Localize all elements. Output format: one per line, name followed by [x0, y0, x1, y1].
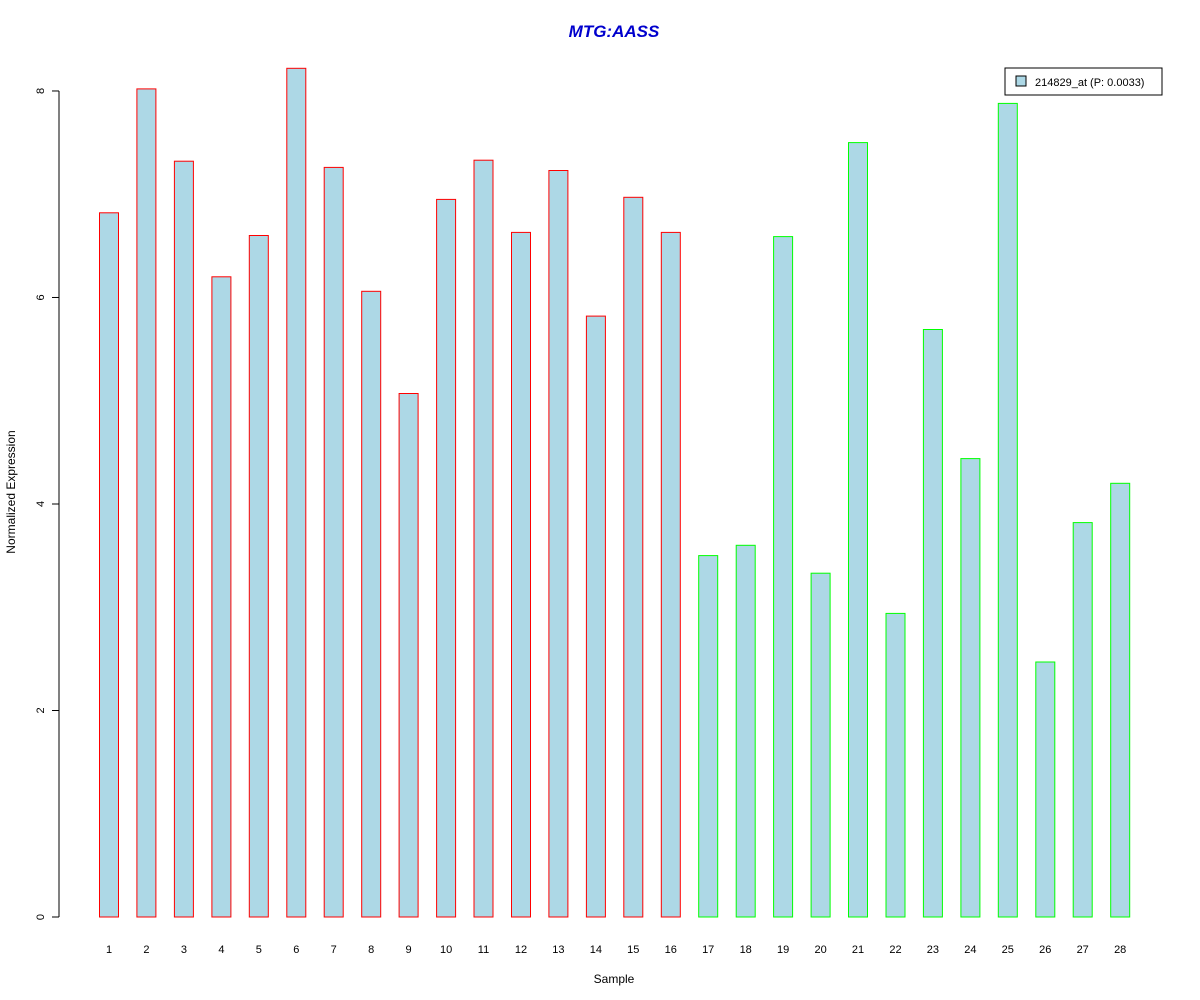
- bar-sample-18: [735, 544, 756, 918]
- x-tick-label: 9: [406, 944, 412, 956]
- x-tick-label: 21: [852, 944, 864, 956]
- legend-swatch: [1015, 75, 1027, 87]
- x-axis-tick-labels: 1 2 3 4 5 6 7 8 9 10 11 12 13 14 15 16 17 18 19 20 21 22 23 24 2…: [106, 944, 1126, 956]
- x-tick-label: 2: [143, 944, 149, 956]
- x-tick-label: 18: [740, 944, 752, 956]
- bar-sample-12: [511, 231, 531, 918]
- bar-sample-11: [473, 159, 494, 918]
- bar-sample-20: [810, 572, 831, 918]
- bar-sample-14: [585, 315, 606, 918]
- x-tick-label: 13: [552, 944, 564, 956]
- x-tick-label: 19: [777, 944, 789, 956]
- bar-sample-19: [773, 236, 794, 918]
- legend-label: 214829_at (P: 0.0033): [1035, 77, 1144, 89]
- bar-sample-9: [398, 393, 419, 918]
- x-tick-label: 26: [1039, 944, 1051, 956]
- legend: 214829_at (P: 0.0033): [1004, 67, 1163, 96]
- bar-sample-8: [361, 290, 382, 918]
- x-tick-label: 7: [331, 944, 337, 956]
- bar-sample-16: [660, 231, 681, 918]
- x-tick-label: 15: [627, 944, 639, 956]
- bar-sample-6: [286, 67, 307, 918]
- x-tick-label: 28: [1114, 944, 1126, 956]
- x-tick-label: 17: [702, 944, 714, 956]
- x-axis-label: Sample: [594, 972, 635, 986]
- bar-sample-2: [136, 88, 157, 918]
- x-tick-label: 11: [478, 944, 489, 956]
- y-tick-label: 8: [35, 88, 47, 94]
- bar-sample-4: [211, 276, 232, 918]
- x-tick-label: 6: [293, 944, 299, 956]
- y-tick-label: 6: [35, 294, 47, 300]
- bar-sample-22: [885, 612, 906, 918]
- bar-sample-5: [248, 235, 269, 918]
- bar-sample-26: [1035, 661, 1056, 918]
- x-tick-label: 10: [440, 944, 452, 956]
- bars-group: [99, 67, 1131, 918]
- bar-sample-13: [548, 170, 569, 918]
- x-tick-label: 14: [590, 944, 602, 956]
- bar-sample-27: [1072, 522, 1093, 918]
- y-axis: 0 2 4 6 8: [35, 88, 60, 920]
- y-tick-label: 0: [35, 914, 47, 920]
- y-tick-label: 2: [35, 707, 47, 713]
- bar-sample-25: [997, 102, 1018, 918]
- bar-sample-21: [848, 142, 868, 918]
- bar-sample-7: [323, 166, 344, 918]
- bar-sample-28: [1110, 482, 1131, 918]
- x-tick-label: 4: [218, 944, 224, 956]
- bar-sample-3: [173, 160, 194, 918]
- y-tick-label: 4: [35, 501, 47, 507]
- chart-title: MTG:AASS: [569, 22, 660, 41]
- bar-sample-15: [623, 196, 644, 918]
- x-tick-label: 20: [814, 944, 826, 956]
- y-axis-label: Normalized Expression: [4, 430, 18, 553]
- x-tick-label: 5: [256, 944, 262, 956]
- x-tick-label: 16: [665, 944, 677, 956]
- legend-box: [1004, 67, 1163, 96]
- bar-sample-24: [960, 458, 981, 918]
- x-tick-label: 27: [1077, 944, 1089, 956]
- x-tick-label: 8: [368, 944, 374, 956]
- x-tick-label: 23: [927, 944, 939, 956]
- bar-sample-17: [698, 555, 719, 918]
- bar-sample-10: [436, 198, 457, 918]
- x-tick-label: 24: [964, 944, 976, 956]
- x-tick-label: 22: [889, 944, 901, 956]
- x-tick-label: 3: [181, 944, 187, 956]
- bar-sample-23: [922, 329, 943, 918]
- x-tick-label: 1: [106, 944, 112, 956]
- bar-sample-1: [99, 212, 119, 918]
- x-tick-label: 25: [1002, 944, 1014, 956]
- x-tick-label: 12: [515, 944, 527, 956]
